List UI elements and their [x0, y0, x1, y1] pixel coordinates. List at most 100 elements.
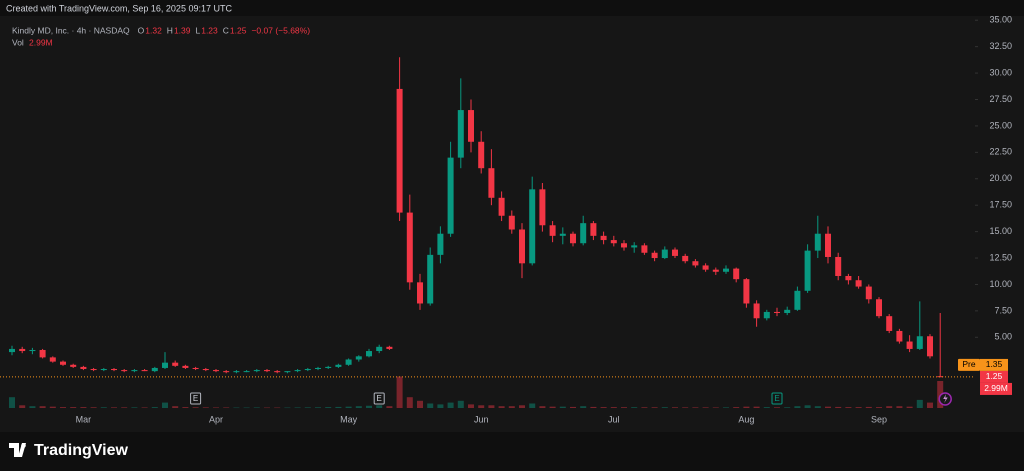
pre-tag-bg — [980, 358, 1008, 371]
volume-tag: 2.99M — [984, 383, 1008, 393]
volume-bar — [223, 407, 230, 408]
volume-bar — [213, 407, 219, 408]
candle-body — [325, 366, 332, 368]
volume-bar — [29, 406, 36, 408]
event-marker — [771, 392, 783, 405]
candle-body — [641, 245, 648, 253]
volume-bar — [906, 406, 913, 408]
volume-bar — [835, 406, 842, 408]
symbol-title: Kindly MD, Inc. · 4h · NASDAQ — [12, 25, 130, 35]
volume-bar — [865, 406, 872, 408]
volume-bar — [916, 399, 923, 408]
volume-bar — [682, 407, 689, 408]
candle-body — [508, 215, 515, 230]
candle-body — [723, 268, 729, 272]
volume-bar — [325, 407, 332, 408]
candle-body — [223, 371, 230, 373]
candle-body — [447, 157, 454, 234]
candle-body — [784, 309, 791, 313]
x-tick-label: Mar — [76, 414, 92, 424]
volume-bar — [580, 406, 587, 408]
candle-body — [121, 370, 128, 372]
volume-bar — [478, 405, 485, 408]
candle-body — [274, 371, 281, 373]
volume-label: Vol — [12, 37, 24, 47]
volume-bar — [590, 406, 597, 408]
candle-body — [172, 362, 179, 366]
candle-body — [672, 249, 678, 256]
volume-bar — [396, 376, 403, 408]
candle-body — [814, 233, 821, 251]
volume-bar — [233, 407, 240, 409]
last-price-tag-bg — [980, 370, 1008, 383]
ohlc-value: 1.39 — [174, 25, 191, 35]
volume-bar — [784, 407, 791, 408]
volume-bar — [855, 407, 862, 408]
volume-bar — [151, 407, 158, 408]
candle-body — [202, 369, 209, 371]
change: −0.07 (−5.68%) — [251, 25, 310, 35]
candle-body — [90, 369, 97, 371]
candle-body — [19, 348, 26, 352]
candle-body — [774, 311, 780, 313]
candle-body — [937, 376, 944, 378]
volume-bar — [886, 406, 893, 408]
volume-bar — [90, 407, 97, 408]
volume-bar — [345, 406, 352, 408]
event-marker — [373, 392, 385, 405]
volume-bar — [508, 406, 515, 408]
ohlc-key: O — [138, 25, 145, 35]
y-tick-label: 10.00 — [989, 279, 1012, 289]
candle-body — [712, 269, 719, 272]
candle-body — [590, 223, 597, 236]
volume-bar — [651, 407, 658, 408]
volume-bar — [519, 405, 525, 408]
candle-body — [529, 189, 536, 264]
x-tick-label: Apr — [209, 414, 223, 424]
last-price: 1.25 — [986, 371, 1003, 381]
volume-bar — [60, 407, 66, 408]
candle-body — [692, 261, 699, 266]
candle-body — [682, 255, 689, 262]
candle-body — [855, 280, 862, 287]
ohlc-key: L — [195, 25, 200, 35]
y-tick-label: 15.00 — [989, 226, 1012, 236]
candle-body — [376, 346, 383, 352]
event-label: E — [774, 394, 779, 403]
candle-body — [570, 233, 576, 244]
volume-bar — [294, 407, 301, 408]
candle-body — [253, 370, 260, 372]
candle-body — [294, 370, 301, 372]
volume-bar — [896, 406, 903, 408]
candle-body — [315, 367, 321, 370]
ohlc-value: 1.25 — [230, 25, 247, 35]
candle-body — [621, 243, 627, 248]
candle-body — [80, 366, 87, 370]
event-label: E — [193, 394, 198, 403]
candle-body — [141, 370, 148, 372]
y-tick-label: 12.50 — [989, 252, 1012, 262]
volume-bar — [406, 397, 413, 408]
volume-bar — [39, 406, 46, 408]
y-tick-label: 22.50 — [989, 147, 1012, 157]
volume-bar — [774, 407, 780, 408]
volume-bar — [712, 407, 719, 408]
volume-bar — [315, 407, 321, 408]
candle-body — [182, 365, 189, 368]
volume-bar — [600, 407, 607, 408]
candle-body — [111, 369, 117, 371]
volume-bar — [753, 406, 760, 408]
volume-bar — [763, 407, 770, 408]
y-tick-label: 5.00 — [994, 332, 1012, 342]
volume-bar — [876, 407, 882, 408]
volume-bar — [182, 407, 189, 408]
candle-body — [906, 341, 913, 349]
volume-bar — [172, 406, 179, 408]
x-tick-label: Sep — [871, 414, 887, 424]
pre-price: 1.35 — [986, 359, 1003, 369]
ohlc-value: 1.23 — [201, 25, 218, 35]
candle-body — [264, 370, 270, 372]
volume-bar — [366, 405, 372, 408]
volume-bar — [559, 406, 566, 408]
